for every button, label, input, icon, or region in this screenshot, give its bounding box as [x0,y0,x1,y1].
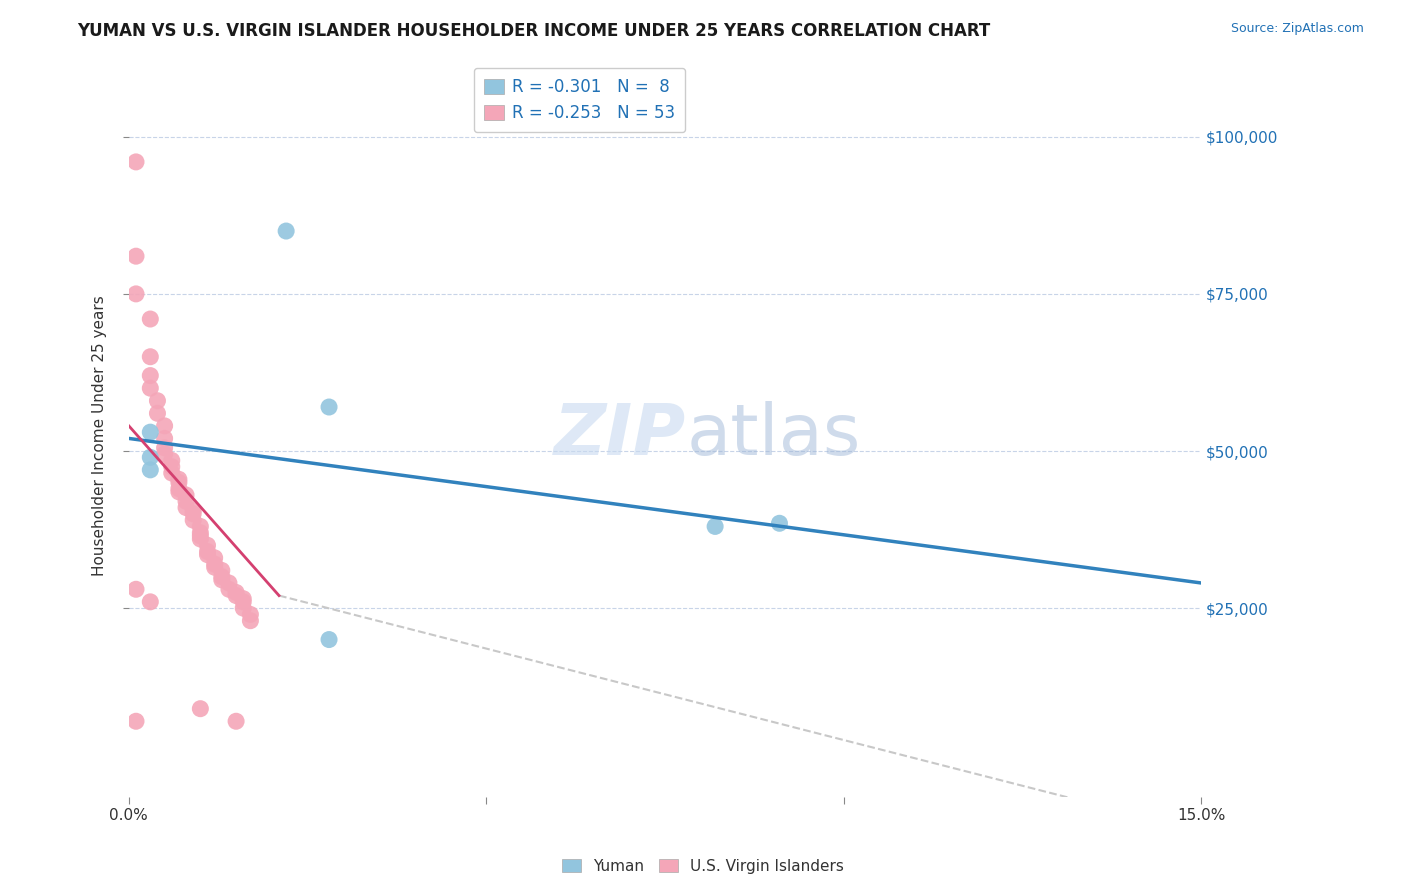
Point [139,463,162,477]
Point [167,475,190,490]
Point [174,488,197,502]
Point [125,582,148,597]
Point [232,595,254,609]
Point [232,601,254,615]
Point [211,570,233,584]
Point [188,519,211,533]
Point [197,538,219,552]
Text: ZIP: ZIP [554,401,686,470]
Text: atlas: atlas [686,401,860,470]
Point [146,406,169,420]
Point [188,532,211,546]
Point [174,494,197,508]
Point [232,591,254,606]
Point [239,614,262,628]
Y-axis label: Householder Income Under 25 years: Householder Income Under 25 years [93,295,107,575]
Point [167,482,190,496]
Point [218,582,240,597]
Point [204,560,226,574]
Point [318,632,340,647]
Point [225,585,247,599]
Point [160,466,183,480]
Point [125,155,148,169]
Point [197,548,219,562]
Point [218,576,240,591]
Point [204,550,226,565]
Point [181,504,204,518]
Point [146,393,169,408]
Point [125,286,148,301]
Point [276,224,298,238]
Point [139,350,162,364]
Point [153,432,176,446]
Text: Source: ZipAtlas.com: Source: ZipAtlas.com [1230,22,1364,36]
Point [139,425,162,439]
Point [204,557,226,571]
Point [139,312,162,326]
Legend: Yuman, U.S. Virgin Islanders: Yuman, U.S. Virgin Islanders [557,853,849,880]
Point [225,714,247,729]
Point [197,544,219,558]
Point [704,519,727,533]
Point [211,573,233,587]
Point [188,525,211,540]
Point [125,714,148,729]
Point [160,459,183,474]
Point [153,441,176,455]
Point [139,595,162,609]
Point [139,381,162,395]
Point [188,529,211,543]
Point [125,249,148,263]
Point [174,500,197,515]
Point [139,450,162,465]
Point [160,453,183,467]
Point [768,516,790,531]
Point [153,418,176,433]
Point [181,513,204,527]
Point [167,484,190,499]
Point [167,472,190,486]
Point [211,563,233,577]
Point [181,507,204,521]
Point [225,589,247,603]
Point [153,447,176,461]
Point [139,368,162,383]
Text: YUMAN VS U.S. VIRGIN ISLANDER HOUSEHOLDER INCOME UNDER 25 YEARS CORRELATION CHAR: YUMAN VS U.S. VIRGIN ISLANDER HOUSEHOLDE… [77,22,991,40]
Point [318,400,340,414]
Point [188,701,211,715]
Legend: R = -0.301   N =  8, R = -0.253   N = 53: R = -0.301 N = 8, R = -0.253 N = 53 [474,68,685,132]
Point [239,607,262,622]
